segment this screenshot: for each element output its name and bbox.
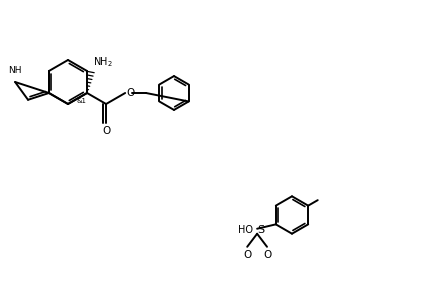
Text: NH: NH [8, 66, 22, 75]
Text: O: O [243, 250, 251, 260]
Text: O: O [102, 126, 110, 136]
Text: S: S [257, 225, 264, 235]
Text: O: O [263, 250, 271, 260]
Text: HO: HO [238, 225, 253, 235]
Text: NH$_2$: NH$_2$ [93, 55, 113, 69]
Text: O: O [126, 88, 134, 98]
Text: &1: &1 [76, 98, 86, 104]
